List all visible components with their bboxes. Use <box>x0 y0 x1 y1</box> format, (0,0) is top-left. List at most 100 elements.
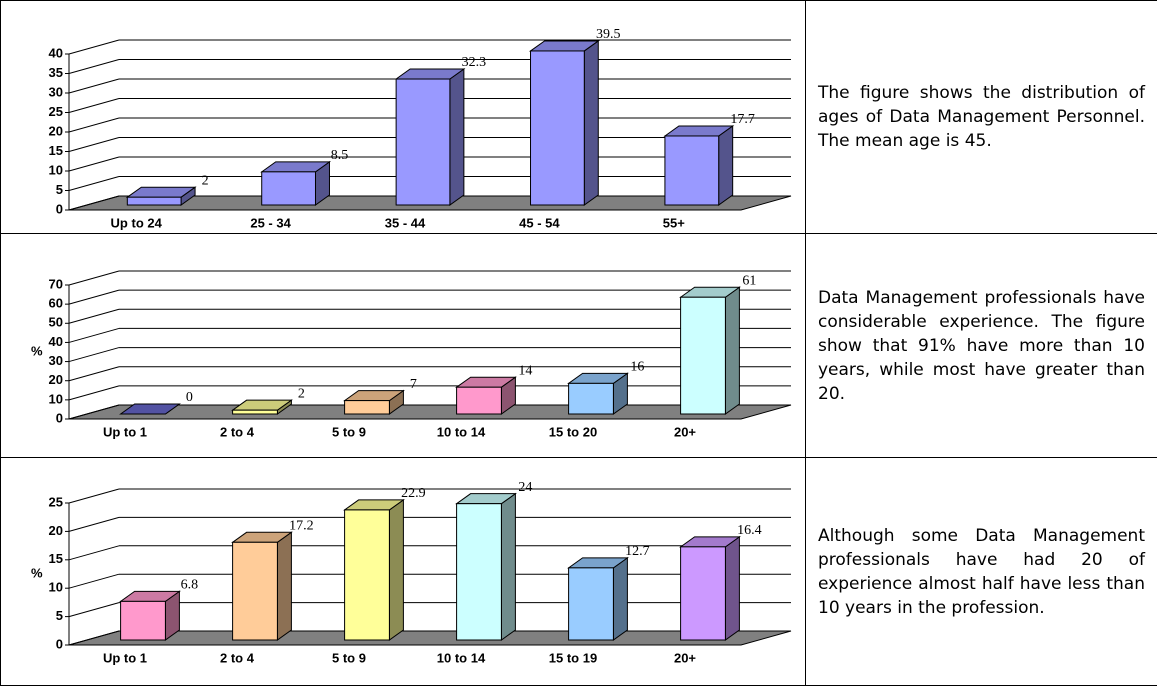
bar <box>531 50 585 204</box>
wall-line <box>69 271 119 285</box>
x-tick-label: 20+ <box>674 650 696 665</box>
caption: Data Management professionals have consi… <box>806 234 1157 458</box>
wall-line <box>69 290 119 304</box>
y-tick-label: 20 <box>49 372 63 387</box>
y-tick-label: 20 <box>49 123 63 138</box>
data-label: 39.5 <box>596 27 621 42</box>
y-tick-label: 0 <box>56 410 63 425</box>
x-tick-label: 20+ <box>674 424 696 439</box>
data-label: 2 <box>202 173 209 188</box>
data-label: 24 <box>518 479 532 494</box>
y-tick-label: 15 <box>49 551 63 566</box>
bar <box>396 79 450 205</box>
bar <box>569 567 614 639</box>
x-tick-label: 2 to 4 <box>220 650 255 665</box>
wall-line <box>69 309 119 323</box>
data-label: 14 <box>518 363 532 378</box>
bar-side <box>584 40 598 204</box>
bar-side <box>501 493 515 639</box>
y-tick-label: 40 <box>49 45 63 60</box>
wall-line <box>69 79 119 93</box>
x-tick-label: 10 to 14 <box>437 650 486 665</box>
bar <box>457 387 502 414</box>
y-tick-label: 0 <box>56 201 63 216</box>
y-tick-label: 60 <box>49 295 63 310</box>
x-tick-label: 25 - 34 <box>250 215 291 230</box>
y-tick-label: 50 <box>49 314 63 329</box>
data-label: 17.2 <box>289 518 314 533</box>
x-tick-label: 15 to 20 <box>549 424 597 439</box>
x-tick-label: 5 to 9 <box>332 650 366 665</box>
data-label: 61 <box>742 273 756 288</box>
y-tick-label: 15 <box>49 142 63 157</box>
x-tick-label: Up to 24 <box>111 215 163 230</box>
wall-line <box>69 545 119 559</box>
x-tick-label: 2 to 4 <box>220 424 255 439</box>
data-label: 16 <box>630 359 644 374</box>
y-tick-label: 5 <box>56 181 63 196</box>
y-tick-label: 10 <box>49 162 63 177</box>
x-tick-label: 10 to 14 <box>437 424 486 439</box>
bar <box>569 383 614 414</box>
bar-side <box>719 125 733 204</box>
y-tick-label: 0 <box>56 636 63 651</box>
caption: The figure shows the distribution of age… <box>806 1 1157 234</box>
bar <box>457 503 502 639</box>
bar-side <box>725 287 739 414</box>
bar <box>665 135 719 204</box>
bar <box>121 601 166 640</box>
x-tick-label: Up to 1 <box>103 424 147 439</box>
y-axis-label: % <box>31 565 43 580</box>
wall-line <box>69 40 119 54</box>
bar-side <box>450 69 464 205</box>
y-tick-label: 20 <box>49 522 63 537</box>
y-tick-label: 25 <box>49 103 63 118</box>
data-label: 32.3 <box>462 55 487 70</box>
wall-line <box>69 385 119 399</box>
bar <box>233 542 278 640</box>
wall-line <box>69 137 119 151</box>
y-tick-label: 10 <box>49 391 63 406</box>
data-label: 17.7 <box>730 112 755 127</box>
x-tick-label: 45 - 54 <box>519 215 560 230</box>
data-label: 12.7 <box>625 544 650 559</box>
wall-line <box>69 98 119 112</box>
data-label: 8.5 <box>331 148 349 163</box>
bar-side <box>277 532 291 640</box>
caption: Although some Data Management profession… <box>806 458 1157 686</box>
bar <box>233 410 278 414</box>
x-tick-label: 35 - 44 <box>385 215 426 230</box>
wall-line <box>69 602 119 616</box>
bar <box>345 400 390 413</box>
bar-side <box>389 499 403 639</box>
bar <box>681 546 726 639</box>
data-label: 2 <box>298 386 305 401</box>
bar <box>681 297 726 414</box>
bar-side <box>725 536 739 639</box>
data-label: 22.9 <box>401 486 426 501</box>
wall-line <box>69 176 119 190</box>
data-label: 16.4 <box>737 523 762 538</box>
y-tick-label: 30 <box>49 84 63 99</box>
wall-line <box>69 489 119 503</box>
wall-line <box>69 574 119 588</box>
bar <box>127 197 181 205</box>
y-axis-label: % <box>31 343 43 358</box>
wall-line <box>69 517 119 531</box>
data-label: 7 <box>410 376 417 391</box>
x-tick-label: 5 to 9 <box>332 424 366 439</box>
wall-line <box>69 59 119 73</box>
y-tick-label: 5 <box>56 608 63 623</box>
wall-line <box>69 347 119 361</box>
wall-line <box>69 366 119 380</box>
y-tick-label: 40 <box>49 333 63 348</box>
wall-line <box>69 328 119 342</box>
bar <box>345 509 390 639</box>
